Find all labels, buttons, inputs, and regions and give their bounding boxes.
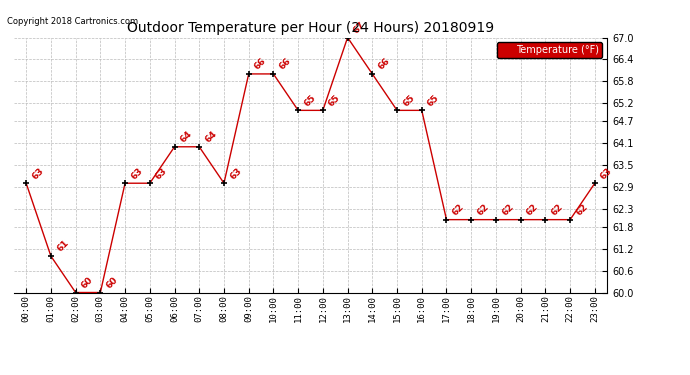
Text: 65: 65 — [426, 93, 441, 108]
Text: 65: 65 — [401, 93, 416, 108]
Text: 61: 61 — [55, 239, 70, 254]
Text: 63: 63 — [228, 166, 244, 181]
Text: 64: 64 — [179, 129, 194, 145]
Text: 67: 67 — [352, 20, 367, 35]
Text: 65: 65 — [327, 93, 342, 108]
Text: 66: 66 — [253, 57, 268, 72]
Text: 62: 62 — [574, 202, 589, 217]
Legend: Temperature (°F): Temperature (°F) — [497, 42, 602, 58]
Text: 64: 64 — [204, 129, 219, 145]
Text: 62: 62 — [525, 202, 540, 217]
Text: 63: 63 — [30, 166, 46, 181]
Text: 60: 60 — [104, 275, 119, 290]
Title: Outdoor Temperature per Hour (24 Hours) 20180919: Outdoor Temperature per Hour (24 Hours) … — [127, 21, 494, 35]
Text: Copyright 2018 Cartronics.com: Copyright 2018 Cartronics.com — [7, 17, 138, 26]
Text: 66: 66 — [277, 57, 293, 72]
Text: 60: 60 — [80, 275, 95, 290]
Text: 65: 65 — [302, 93, 317, 108]
Text: 62: 62 — [500, 202, 515, 217]
Text: 63: 63 — [129, 166, 144, 181]
Text: 63: 63 — [154, 166, 169, 181]
Text: 62: 62 — [549, 202, 564, 217]
Text: 66: 66 — [377, 57, 392, 72]
Text: 63: 63 — [599, 166, 614, 181]
Text: 62: 62 — [451, 202, 466, 217]
Text: 62: 62 — [475, 202, 491, 217]
